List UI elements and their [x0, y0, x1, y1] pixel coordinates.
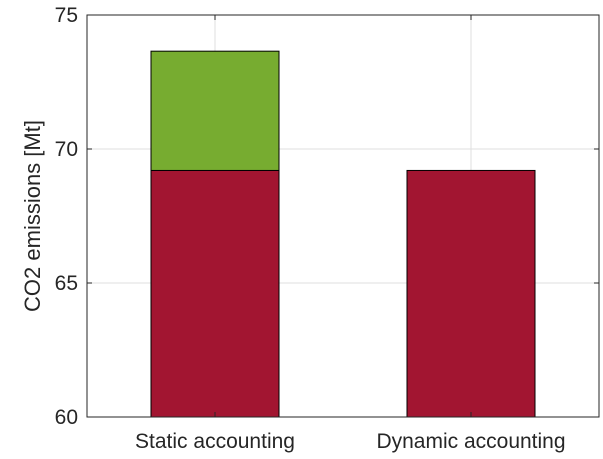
x-category-label: Dynamic accounting — [376, 430, 565, 453]
bars — [150, 50, 536, 418]
tick-labels: 60 65 70 75 Static accounting Dynamic account… — [55, 4, 566, 453]
bar-segment-2 — [150, 50, 280, 171]
y-tick-label: 60 — [55, 406, 78, 429]
bar-segment-1 — [150, 169, 280, 418]
y-tick-label: 75 — [55, 4, 78, 27]
bar-segment-1 — [406, 169, 536, 418]
y-tick-label: 65 — [55, 272, 78, 295]
y-axis-label: CO2 emissions [Mt] — [20, 120, 45, 312]
x-category-label: Static accounting — [135, 430, 295, 453]
plot-frame — [86, 14, 600, 418]
y-tick-label: 70 — [55, 138, 78, 161]
axis-ticks — [87, 14, 599, 418]
